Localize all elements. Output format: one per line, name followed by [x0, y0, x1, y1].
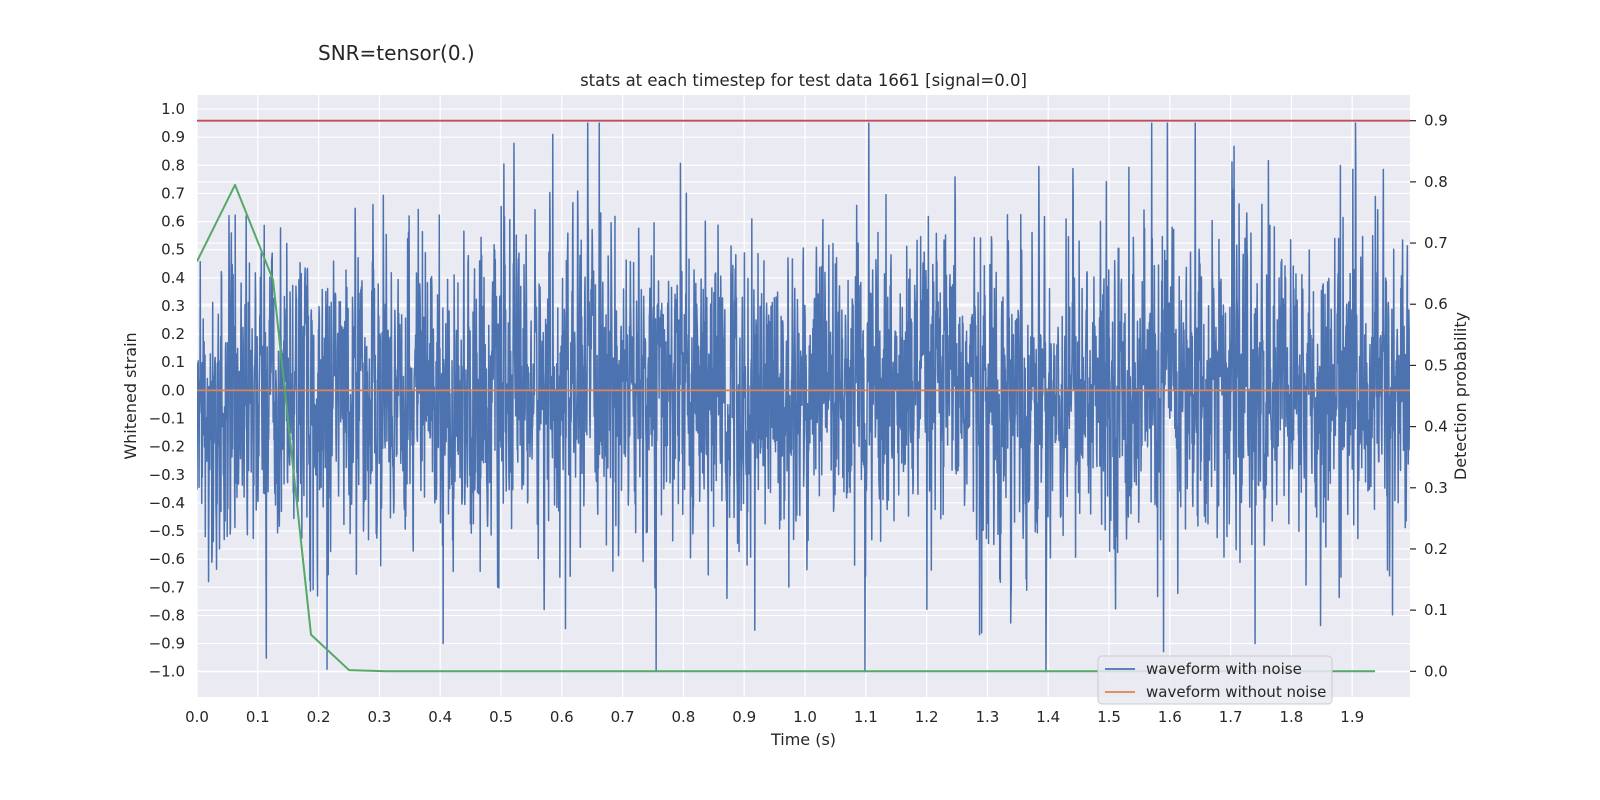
y-right-tick-label: 0.4 — [1424, 418, 1448, 436]
x-tick-label: 1.5 — [1097, 708, 1121, 726]
y-right-tick-label: 0.2 — [1424, 540, 1448, 558]
x-tick-label: 1.6 — [1158, 708, 1182, 726]
y-right-tick-label: 0.9 — [1424, 112, 1448, 130]
y-left-tick-label: −0.2 — [149, 438, 185, 456]
y-left-tick-label: −0.7 — [149, 578, 185, 596]
x-tick-label: 1.1 — [854, 708, 878, 726]
x-axis: 0.0 0.1 0.2 0.3 0.4 0.5 0.6 0.7 0.8 0.9 1.0 1.1 1.2 1… — [185, 708, 1364, 726]
y-left-tick-label: 0.9 — [161, 128, 185, 146]
x-tick-label: 0.5 — [489, 708, 513, 726]
x-tick-label: 0.0 — [185, 708, 209, 726]
x-tick-label: 0.3 — [367, 708, 391, 726]
x-tick-label: 1.7 — [1219, 708, 1243, 726]
y-left-tick-label: 0.4 — [161, 269, 185, 287]
y-left-tick-label: 0.8 — [161, 156, 185, 174]
legend-label-waveform-with-noise: waveform with noise — [1146, 660, 1302, 678]
legend-label-waveform-without-noise: waveform without noise — [1146, 683, 1326, 701]
y-left-tick-label: −0.3 — [149, 466, 185, 484]
y-left-tick-label: 0.2 — [161, 325, 185, 343]
y-left-tick-label: 0.7 — [161, 184, 185, 202]
y-left-tick-label: −0.1 — [149, 410, 185, 428]
y-right-tick-label: 0.6 — [1424, 295, 1448, 313]
x-tick-label: 1.0 — [793, 708, 817, 726]
y-axis-left: 1.0 0.9 0.8 0.7 0.6 0.5 0.4 0.3 0.2 0.1 0.0 −0.1 −0.… — [149, 100, 185, 681]
y-left-tick-label: 0.1 — [161, 353, 185, 371]
x-tick-label: 0.8 — [671, 708, 695, 726]
y-right-tick-label: 0.8 — [1424, 173, 1448, 191]
chart-title: stats at each timestep for test data 166… — [580, 71, 1027, 90]
x-tick-label: 1.3 — [975, 708, 999, 726]
y-left-tick-label: 0.3 — [161, 297, 185, 315]
x-tick-label: 1.4 — [1036, 708, 1060, 726]
x-tick-label: 0.7 — [611, 708, 635, 726]
x-tick-label: 0.1 — [246, 708, 270, 726]
series-detection-probability — [197, 183, 1376, 673]
y-left-tick-label: 1.0 — [161, 100, 185, 118]
y-left-tick-label: −0.5 — [149, 522, 185, 540]
legend-box — [1097, 655, 1333, 705]
x-tick-label: 0.9 — [732, 708, 756, 726]
x-tick-label: 1.8 — [1280, 708, 1304, 726]
y-left-tick-label: −0.6 — [149, 550, 185, 568]
y-left-tick-label: −1.0 — [149, 663, 185, 681]
x-tick-label: 1.2 — [915, 708, 939, 726]
y-right-tick-label: 0.5 — [1424, 356, 1448, 374]
y-left-tick-label: 0.6 — [161, 213, 185, 231]
y-left-tick-label: 0.0 — [161, 381, 185, 399]
y-axis-label-right: Detection probability — [1451, 312, 1470, 480]
y-right-tick-label: 0.1 — [1424, 601, 1448, 619]
y-right-tick-label: 0.0 — [1424, 662, 1448, 680]
y-left-tick-label: 0.5 — [161, 241, 185, 259]
y-left-tick-label: −0.9 — [149, 635, 185, 653]
x-axis-label: Time (s) — [770, 730, 836, 749]
series-layer — [197, 119, 1410, 673]
y-axis-right: 0.9 0.8 0.7 0.6 0.5 0.4 0.3 0.2 0.1 0.0 — [1410, 112, 1448, 680]
x-tick-label: 0.2 — [307, 708, 331, 726]
y-left-tick-label: −0.8 — [149, 606, 185, 624]
series-waveform-with-noise — [197, 122, 1410, 673]
suptitle: SNR=tensor(0.) — [318, 41, 475, 65]
x-tick-label: 1.9 — [1340, 708, 1364, 726]
x-tick-label: 0.4 — [428, 708, 452, 726]
y-right-tick-label: 0.3 — [1424, 479, 1448, 497]
y-right-tick-label: 0.7 — [1424, 234, 1448, 252]
x-tick-label: 0.6 — [550, 708, 574, 726]
legend: waveform with noise waveform without noi… — [1097, 655, 1333, 705]
y-left-tick-label: −0.4 — [149, 494, 185, 512]
y-axis-label-left: Whitened strain — [121, 332, 140, 459]
